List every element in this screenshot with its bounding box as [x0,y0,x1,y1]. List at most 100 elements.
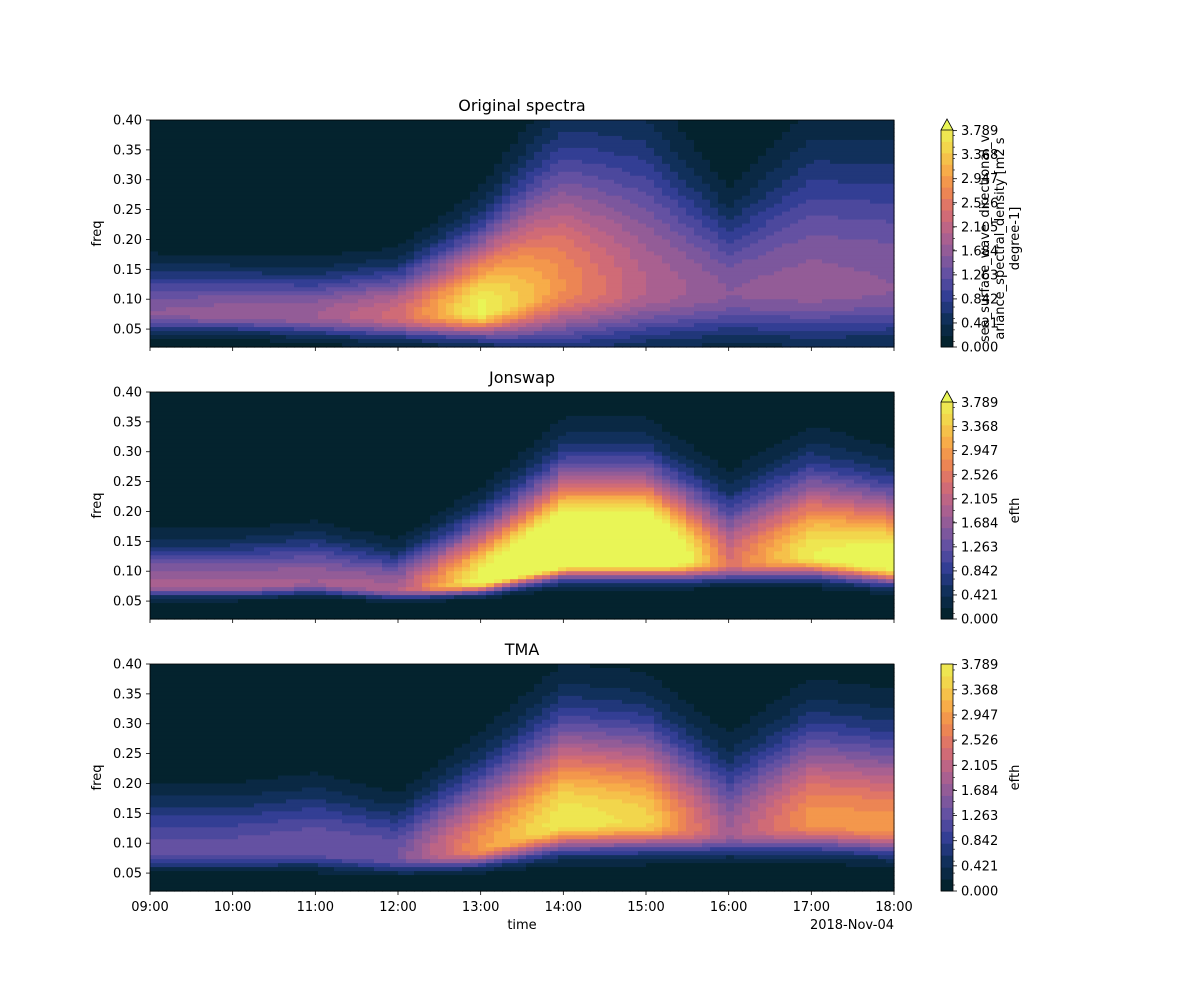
heatmap-cell [470,120,479,125]
heatmap-cell [302,251,311,256]
heatmap-cell [606,155,615,161]
heatmap-cell [366,227,375,233]
heatmap-cell [486,131,495,137]
heatmap-cell [510,147,519,153]
heatmap-cell [622,343,631,348]
heatmap-cell [302,207,311,213]
heatmap-cell [374,295,383,300]
heatmap-cell [350,235,359,241]
heatmap-cell [542,155,551,161]
heatmap-cell [662,175,671,181]
heatmap-cell [766,171,775,177]
heatmap-cell [790,203,799,209]
heatmap-cell [478,159,487,165]
heatmap-cell [646,139,655,145]
heatmap-cell [206,175,215,181]
heatmap-cell [542,327,551,332]
heatmap-cell [630,135,639,141]
heatmap-cell [414,183,423,189]
heatmap-cell [678,219,687,225]
heatmap-cell [822,243,831,249]
heatmap-cell [166,331,175,336]
heatmap-cell [206,183,215,189]
heatmap-cell [246,211,255,217]
heatmap-cell [246,231,255,237]
heatmap-cell [582,243,591,249]
heatmap-cell [358,183,367,189]
heatmap-cell [662,139,671,145]
heatmap-cell [374,307,383,312]
heatmap-cell [718,315,727,320]
heatmap-cell [710,199,719,205]
heatmap-cell [414,123,423,129]
heatmap-cell [254,131,263,137]
heatmap-cell [214,243,223,249]
heatmap-cell [230,171,239,177]
heatmap-cell [366,167,375,173]
heatmap-cell [310,319,319,324]
heatmap-cell [558,235,567,241]
heatmap-cell [518,299,527,304]
heatmap-cell [326,307,335,312]
heatmap-cell [846,251,855,256]
heatmap-cell [622,131,631,137]
heatmap-cell [438,227,447,233]
heatmap-cell [454,163,463,169]
heatmap-cell [710,251,719,256]
heatmap-cell [710,279,719,284]
heatmap-cell [150,195,159,201]
heatmap-cell [438,187,447,193]
heatmap-cell [454,123,463,129]
heatmap-cell [798,311,807,316]
heatmap-cell [742,171,751,177]
heatmap-cell [798,343,807,348]
heatmap-cell [454,223,463,229]
heatmap-cell [718,251,727,256]
heatmap-cell [366,235,375,241]
heatmap-cell [310,143,319,149]
heatmap-cell [782,243,791,249]
heatmap-cell [558,255,567,260]
heatmap-cell [630,239,639,245]
heatmap-cell [270,231,279,237]
heatmap-cell [838,283,847,288]
heatmap-cell [686,267,695,272]
heatmap-cell [702,239,711,245]
heatmap-cell [334,311,343,316]
heatmap-cell [190,343,199,348]
heatmap-cell [838,235,847,241]
heatmap-cell [638,247,647,253]
heatmap-cell [406,120,415,125]
heatmap-cell [438,143,447,149]
heatmap-cell [806,239,815,245]
heatmap-cell [382,323,391,328]
heatmap-cell [190,303,199,308]
heatmap-cell [494,235,503,241]
heatmap-cell [654,343,663,348]
heatmap-cell [166,315,175,320]
heatmap-cell [478,223,487,229]
heatmap-cell [550,303,559,308]
heatmap-cell [414,127,423,133]
heatmap-cell [478,303,487,308]
heatmap-cell [318,299,327,304]
heatmap-cell [158,195,167,201]
heatmap-cell [782,315,791,320]
heatmap-cell [782,271,791,276]
heatmap-cell [622,283,631,288]
heatmap-cell [246,255,255,260]
heatmap-cell [574,231,583,237]
heatmap-cell [846,147,855,153]
heatmap-cell [646,120,655,125]
heatmap-cell [838,131,847,137]
heatmap-cell [470,243,479,249]
heatmap-cell [398,295,407,300]
heatmap-cell [326,235,335,241]
heatmap-cell [478,271,487,276]
heatmap-cell [390,235,399,241]
heatmap-cell [638,287,647,292]
heatmap-cell [206,279,215,284]
heatmap-cell [670,331,679,336]
heatmap-cell [702,271,711,276]
heatmap-cell [518,323,527,328]
